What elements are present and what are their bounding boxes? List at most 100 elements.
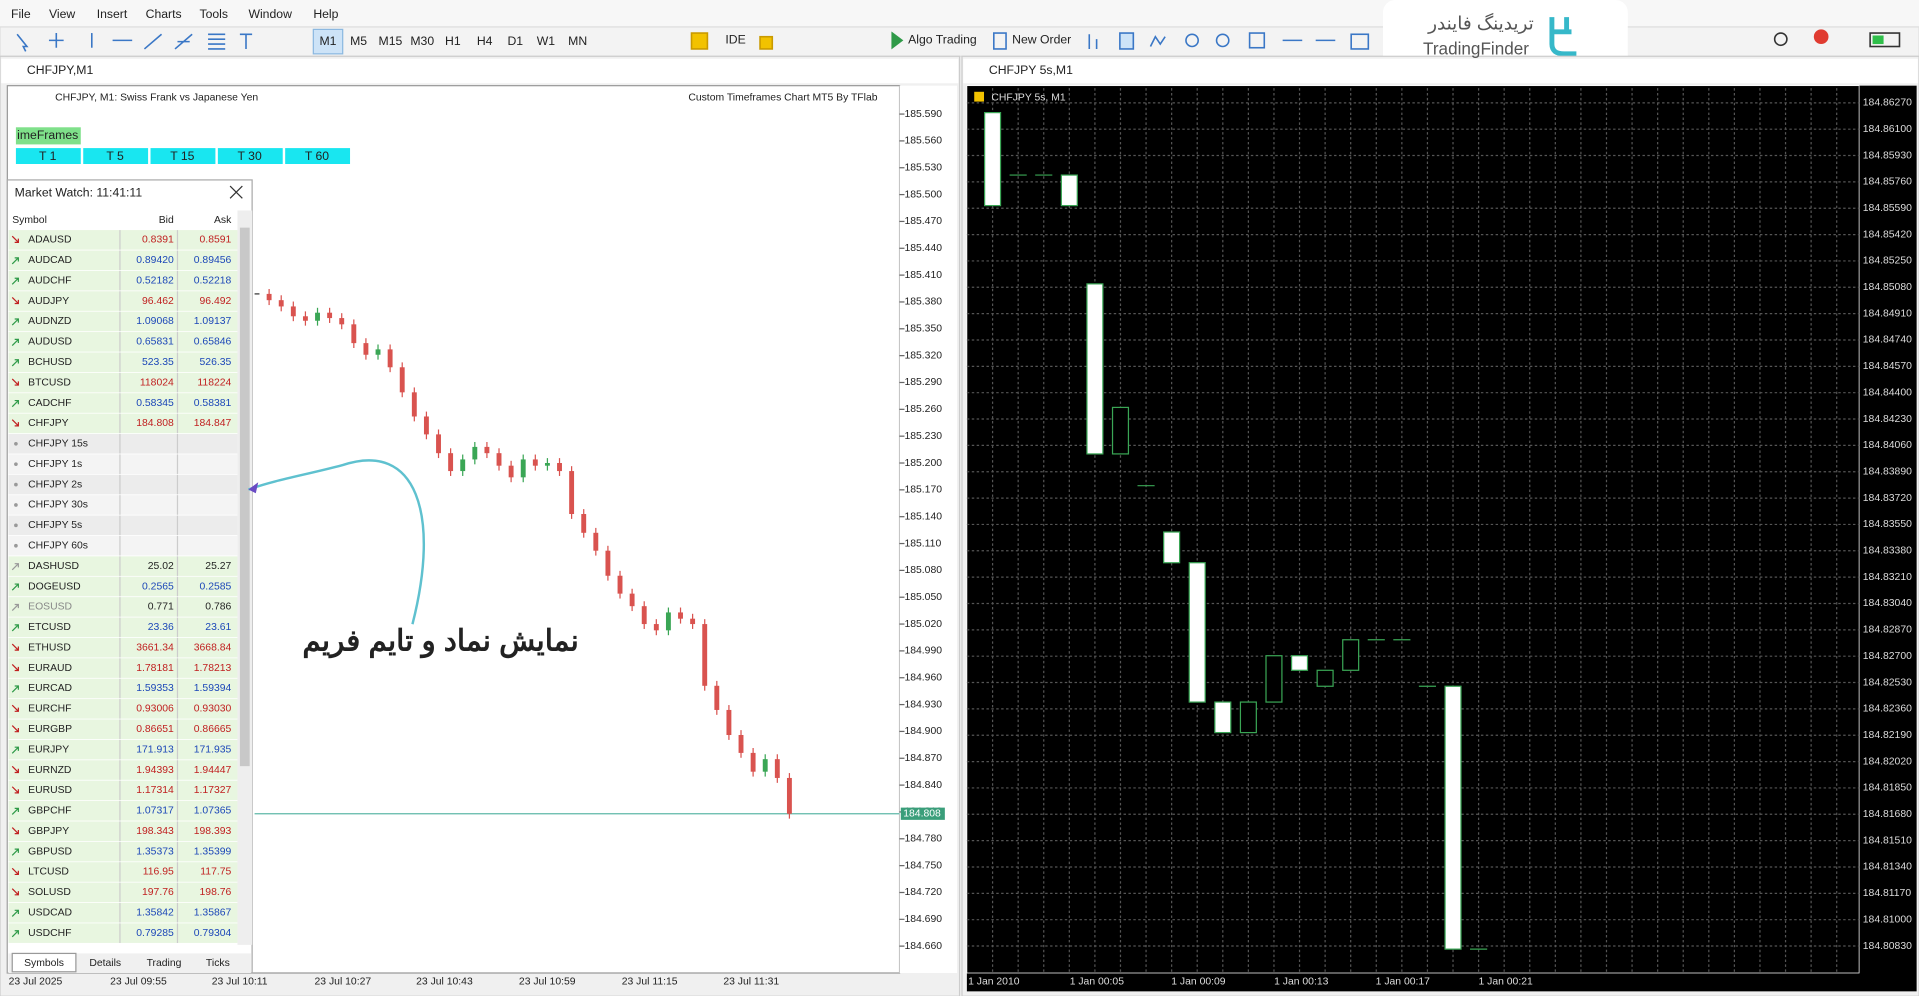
symbol[interactable]: BCHUSD (28, 357, 72, 368)
tf-button-label: T 1 (39, 149, 57, 163)
row-bg (8, 495, 238, 515)
bid: 1.59353 (136, 683, 174, 694)
timeframe-button[interactable]: D1 (507, 34, 523, 48)
ask: 1.09137 (194, 316, 232, 327)
symbol[interactable]: EURJPY (28, 744, 69, 755)
menu-item[interactable]: Charts (146, 7, 182, 21)
timeframe-button[interactable]: M15 (379, 34, 403, 48)
symbol[interactable]: CHFJPY (28, 418, 68, 429)
menu-item[interactable]: Help (313, 7, 338, 21)
menu-item[interactable]: View (49, 7, 75, 21)
symbol[interactable]: EURAUD (28, 663, 72, 674)
symbol[interactable]: CHFJPY 15s (28, 439, 88, 450)
menu-item[interactable]: Window (248, 7, 292, 21)
ide-button[interactable]: IDE (725, 33, 745, 47)
candle (690, 618, 696, 625)
left-titlebar (1, 58, 959, 84)
symbol[interactable]: CHFJPY 2s (28, 479, 82, 490)
symbol[interactable]: CHFJPY 30s (28, 500, 88, 511)
tf-button[interactable] (150, 148, 216, 165)
y-tick-label: 184.80830 (1863, 941, 1912, 952)
symbol[interactable]: LTCUSD (28, 867, 69, 878)
symbol[interactable]: EURGBP (28, 724, 72, 735)
candle (363, 343, 369, 355)
symbol[interactable]: CHFJPY 5s (28, 520, 82, 531)
bid: 3661.34 (136, 642, 174, 653)
timeframe-button[interactable]: H1 (445, 34, 461, 48)
symbol[interactable]: SOLUSD (28, 887, 71, 898)
timeframe-button[interactable]: M1 (320, 34, 337, 48)
timeframe-button[interactable]: MN (568, 34, 587, 48)
symbol[interactable]: EURCAD (28, 683, 72, 694)
bid: 1.94393 (136, 765, 174, 776)
menu-item[interactable]: Insert (97, 7, 128, 21)
symbol[interactable]: DASHUSD (28, 561, 79, 572)
trend-icon (11, 848, 19, 856)
tab[interactable]: Ticks (206, 958, 230, 969)
timeframe-button[interactable]: M5 (350, 34, 367, 48)
symbol[interactable]: USDCHF (28, 928, 71, 939)
timeframe-button[interactable]: W1 (537, 34, 556, 48)
symbol[interactable]: GBPUSD (28, 846, 72, 857)
y-tick-label: 184.660 (904, 941, 942, 952)
symbol[interactable]: ETCUSD (28, 622, 71, 633)
menu-item[interactable]: File (11, 7, 31, 21)
candle (593, 532, 599, 551)
symbol[interactable]: DOGEUSD (28, 581, 81, 592)
symbol[interactable]: ADAUSD (28, 235, 71, 246)
active-tab (11, 952, 77, 973)
trend-icon (11, 663, 19, 672)
tf-button[interactable] (83, 148, 149, 165)
symbol[interactable]: GBPCHF (28, 806, 71, 817)
row-bg (8, 332, 238, 352)
symbol[interactable]: CHFJPY 1s (28, 459, 82, 470)
menu-item[interactable]: Tools (199, 7, 228, 21)
tf-button[interactable] (217, 148, 283, 165)
algo-trading[interactable]: Algo Trading (908, 33, 977, 47)
y-tick-label: 184.690 (904, 914, 942, 925)
column-header[interactable]: Symbol (12, 215, 47, 226)
y-tick-label: 185.380 (904, 297, 942, 308)
tab[interactable]: Symbols (24, 958, 64, 969)
symbol[interactable]: AUDNZD (28, 316, 71, 327)
tf-button[interactable] (285, 148, 351, 165)
symbol[interactable]: EURNZD (28, 765, 71, 776)
ask: 1.17327 (194, 785, 232, 796)
bid: 1.78181 (136, 663, 174, 674)
tab[interactable]: Details (89, 958, 121, 969)
column-header[interactable]: Ask (214, 215, 232, 226)
y-tick-label: 185.410 (904, 270, 942, 281)
tab[interactable]: Trading (147, 958, 182, 969)
row-bg (8, 515, 238, 536)
symbol[interactable]: CHFJPY 60s (28, 540, 88, 551)
logo-latin: TradingFinder (1423, 39, 1529, 59)
custom-icon (14, 441, 18, 446)
symbol[interactable]: AUDCAD (28, 255, 72, 266)
symbol[interactable]: EURCHF (28, 704, 71, 715)
row-bg (8, 637, 238, 658)
symbol[interactable]: AUDJPY (28, 296, 69, 307)
column-header[interactable]: Bid (159, 215, 174, 226)
symbol[interactable]: USDCAD (28, 908, 72, 919)
custom-icon (14, 482, 18, 487)
y-tick-label: 184.85250 (1863, 256, 1912, 267)
timeframe-button[interactable]: M30 (410, 34, 434, 48)
symbol[interactable]: EOSUSD (28, 602, 72, 613)
last-price-tag (900, 807, 945, 820)
symbol[interactable]: BTCUSD (28, 377, 71, 388)
symbol[interactable]: AUDCHF (28, 275, 71, 286)
row-bg (8, 576, 238, 597)
close-icon[interactable] (229, 185, 243, 199)
timeframes-button[interactable] (15, 127, 81, 145)
timeframe-button[interactable]: H4 (477, 34, 493, 48)
candle (629, 593, 635, 607)
symbol[interactable]: GBPJPY (28, 826, 69, 837)
symbol[interactable]: AUDUSD (28, 337, 72, 348)
tf-button[interactable] (15, 148, 81, 165)
symbol[interactable]: CADCHF (28, 398, 71, 409)
symbol[interactable]: EURUSD (28, 785, 72, 796)
symbol[interactable]: ETHUSD (28, 642, 71, 653)
new-order[interactable]: New Order (1012, 33, 1071, 47)
ask: 526.35 (200, 357, 232, 368)
candle (569, 471, 575, 515)
